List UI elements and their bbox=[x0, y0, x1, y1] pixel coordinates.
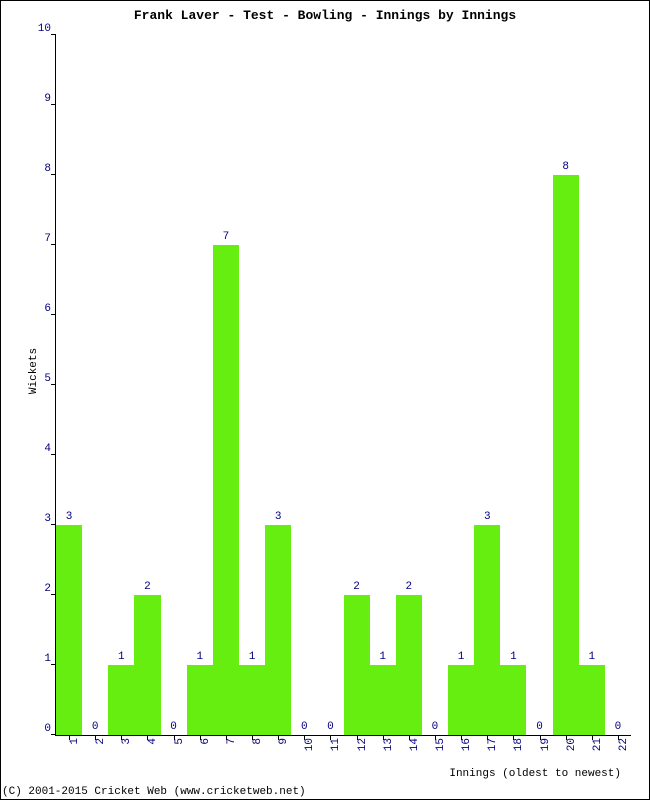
bar-value-label: 1 bbox=[249, 651, 256, 663]
x-tick-label: 22 bbox=[618, 738, 630, 758]
y-tick-label: 3 bbox=[26, 513, 51, 525]
bar-value-label: 1 bbox=[118, 651, 125, 663]
bar bbox=[108, 665, 134, 735]
bar-value-label: 8 bbox=[562, 161, 569, 173]
y-tick-label: 9 bbox=[26, 93, 51, 105]
y-tick-label: 0 bbox=[26, 723, 51, 735]
x-tick-label: 17 bbox=[487, 738, 499, 758]
x-tick-label: 5 bbox=[174, 738, 186, 758]
bar bbox=[448, 665, 474, 735]
x-tick-label: 11 bbox=[330, 738, 342, 758]
bar-value-label: 7 bbox=[223, 231, 230, 243]
plot-area: Wickets Innings (oldest to newest) 01234… bbox=[55, 35, 631, 736]
y-tick-mark bbox=[51, 104, 56, 105]
y-tick-label: 10 bbox=[26, 23, 51, 35]
y-tick-label: 1 bbox=[26, 653, 51, 665]
y-tick-label: 5 bbox=[26, 373, 51, 385]
y-tick-mark bbox=[51, 314, 56, 315]
bar-value-label: 1 bbox=[458, 651, 465, 663]
bar bbox=[500, 665, 526, 735]
x-tick-label: 13 bbox=[383, 738, 395, 758]
bar bbox=[187, 665, 213, 735]
x-tick-label: 10 bbox=[304, 738, 316, 758]
bar-value-label: 2 bbox=[406, 581, 413, 593]
bar bbox=[344, 595, 370, 735]
y-tick-mark bbox=[51, 384, 56, 385]
x-tick-label: 9 bbox=[278, 738, 290, 758]
bar-value-label: 1 bbox=[510, 651, 517, 663]
bar-value-label: 0 bbox=[170, 721, 177, 733]
y-tick-mark bbox=[51, 174, 56, 175]
bar-value-label: 1 bbox=[196, 651, 203, 663]
x-tick-label: 8 bbox=[252, 738, 264, 758]
bar-value-label: 0 bbox=[301, 721, 308, 733]
bar bbox=[56, 525, 82, 735]
x-tick-label: 2 bbox=[95, 738, 107, 758]
y-tick-label: 7 bbox=[26, 233, 51, 245]
y-axis-label: Wickets bbox=[28, 348, 40, 394]
x-tick-label: 16 bbox=[461, 738, 473, 758]
bar-value-label: 2 bbox=[353, 581, 360, 593]
x-tick-label: 6 bbox=[200, 738, 212, 758]
y-tick-label: 4 bbox=[26, 443, 51, 455]
x-tick-label: 3 bbox=[121, 738, 133, 758]
bar-value-label: 2 bbox=[144, 581, 151, 593]
x-tick-label: 14 bbox=[409, 738, 421, 758]
bar bbox=[370, 665, 396, 735]
bar bbox=[474, 525, 500, 735]
bar-value-label: 1 bbox=[588, 651, 595, 663]
y-tick-mark bbox=[51, 454, 56, 455]
x-tick-label: 7 bbox=[226, 738, 238, 758]
bar-value-label: 0 bbox=[327, 721, 334, 733]
bar bbox=[134, 595, 160, 735]
y-tick-label: 2 bbox=[26, 583, 51, 595]
bar bbox=[396, 595, 422, 735]
copyright-text: (C) 2001-2015 Cricket Web (www.cricketwe… bbox=[2, 786, 306, 798]
y-tick-mark bbox=[51, 34, 56, 35]
x-tick-label: 12 bbox=[357, 738, 369, 758]
y-tick-label: 6 bbox=[26, 303, 51, 315]
bar-value-label: 3 bbox=[66, 511, 73, 523]
bar bbox=[553, 175, 579, 735]
bar bbox=[239, 665, 265, 735]
x-tick-label: 1 bbox=[69, 738, 81, 758]
chart-container: Frank Laver - Test - Bowling - Innings b… bbox=[0, 0, 650, 800]
bar bbox=[213, 245, 239, 735]
bar bbox=[579, 665, 605, 735]
x-tick-label: 20 bbox=[566, 738, 578, 758]
bar-value-label: 0 bbox=[536, 721, 543, 733]
bar-value-label: 3 bbox=[484, 511, 491, 523]
x-tick-label: 18 bbox=[513, 738, 525, 758]
x-tick-label: 21 bbox=[592, 738, 604, 758]
bar-value-label: 0 bbox=[432, 721, 439, 733]
x-tick-label: 15 bbox=[435, 738, 447, 758]
y-tick-mark bbox=[51, 244, 56, 245]
x-tick-label: 4 bbox=[147, 738, 159, 758]
bar bbox=[265, 525, 291, 735]
x-tick-label: 19 bbox=[540, 738, 552, 758]
bar-value-label: 3 bbox=[275, 511, 282, 523]
x-axis-label: Innings (oldest to newest) bbox=[449, 768, 621, 780]
bar-value-label: 0 bbox=[615, 721, 622, 733]
bar-value-label: 1 bbox=[379, 651, 386, 663]
y-tick-label: 8 bbox=[26, 163, 51, 175]
bar-value-label: 0 bbox=[92, 721, 99, 733]
